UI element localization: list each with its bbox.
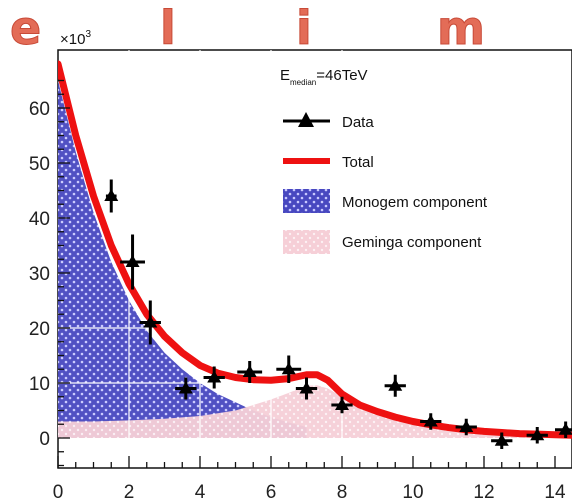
x-tick-label: 10 — [402, 482, 423, 503]
monogem-area — [58, 80, 307, 438]
data-marker — [335, 398, 349, 410]
data-point — [139, 300, 161, 345]
data-marker — [494, 433, 509, 446]
x-tick-label: 0 — [53, 482, 64, 503]
header-letter-m: m — [437, 1, 485, 55]
x-tick-label: 4 — [195, 482, 206, 503]
data-point — [491, 432, 513, 449]
legend-label-data: Data — [342, 114, 374, 131]
legend-item-data: Data — [283, 112, 374, 131]
y-tick-label: 60 — [29, 99, 50, 120]
y-tick-label: 0 — [39, 429, 50, 450]
header-letter-e: e — [10, 1, 41, 55]
x-tick-label: 8 — [337, 482, 348, 503]
data-marker — [242, 365, 257, 377]
data-marker — [281, 362, 296, 375]
data-point — [203, 366, 225, 389]
data-marker — [530, 428, 545, 441]
data-point — [384, 374, 406, 397]
plot-gridlines — [58, 50, 343, 438]
y-axis: 0 10 20 30 40 50 60 — [29, 79, 70, 467]
data-marker — [459, 420, 474, 432]
x-tick-label: 2 — [124, 482, 135, 503]
legend-label-geminga: Geminga component — [342, 234, 482, 251]
legend: Data Total Monogem component Geminga com… — [283, 112, 488, 254]
data-marker — [104, 189, 119, 201]
legend-item-total: Total — [283, 154, 374, 171]
data-marker — [178, 381, 193, 394]
data-marker — [125, 255, 140, 267]
data-marker — [423, 414, 438, 427]
data-marker — [299, 381, 314, 394]
legend-item-monogem: Monogem component — [283, 189, 488, 213]
data-points — [104, 179, 572, 449]
x-tick-label: 6 — [266, 482, 277, 503]
data-point — [331, 396, 353, 414]
data-point — [120, 234, 145, 290]
data-point — [420, 413, 442, 430]
y-tick-label: 20 — [29, 319, 50, 340]
y-tick-label: 10 — [29, 374, 50, 395]
data-point — [455, 418, 477, 436]
y-multiplier-label: ×103 — [60, 29, 91, 48]
component-areas — [58, 80, 572, 438]
legend-label-monogem: Monogem component — [342, 194, 488, 211]
y-tick-label: 30 — [29, 264, 50, 285]
energy-annotation: Emedian=46TeV — [280, 67, 368, 87]
data-point — [526, 427, 548, 444]
y-tick-label: 50 — [29, 154, 50, 175]
data-point — [295, 377, 318, 400]
data-marker — [143, 315, 158, 328]
total-line — [58, 60, 572, 439]
y-tick-label: 40 — [29, 209, 50, 230]
geminga-area — [58, 385, 572, 438]
data-point — [104, 179, 119, 213]
data-point — [276, 355, 302, 383]
header-letter-i: i — [296, 1, 312, 55]
data-point — [237, 361, 263, 383]
data-point — [175, 377, 197, 400]
legend-item-geminga: Geminga component — [283, 230, 482, 254]
data-marker — [388, 378, 403, 391]
x-tick-label: 12 — [473, 482, 494, 503]
data-marker — [558, 422, 572, 435]
data-point — [555, 421, 572, 438]
x-axis: 0 2 4 6 8 10 12 14 — [53, 456, 566, 503]
x-tick-label: 14 — [544, 482, 566, 503]
data-marker — [207, 370, 222, 383]
header-letter-l: l — [160, 1, 176, 55]
total-curve — [58, 60, 572, 439]
legend-label-total: Total — [342, 154, 374, 171]
